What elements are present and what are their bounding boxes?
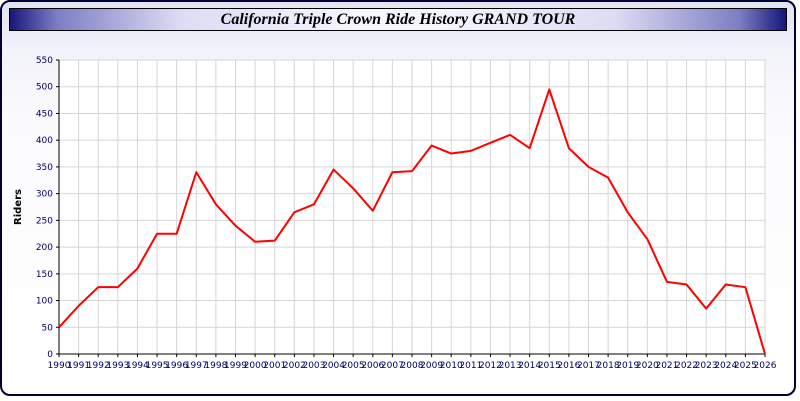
x-tick-label: 1994: [126, 361, 149, 371]
x-tick-label: 2005: [342, 361, 365, 371]
x-tick-label: 1990: [48, 361, 71, 371]
x-tick-label: 2018: [597, 361, 620, 371]
x-tick-label: 2008: [401, 361, 424, 371]
data-line: [58, 88, 766, 355]
chart-container: 1990 1991 1992 1993 1994 1995 1996 1997 1998 1999…: [8, 44, 796, 396]
page-title: California Triple Crown Ride History GRA…: [220, 10, 576, 28]
x-tick-label: 1998: [204, 361, 227, 371]
x-tick-label: 2007: [381, 361, 404, 371]
x-tick-label: 2010: [440, 361, 463, 371]
y-tick-label: 400: [36, 136, 53, 146]
x-tick-label: 2014: [518, 361, 541, 371]
y-tick-label: 0: [47, 350, 53, 360]
x-tick-label: 2016: [557, 361, 580, 371]
x-tick-label: 1993: [106, 361, 129, 371]
x-tick-label: 2024: [714, 361, 737, 371]
x-tick-label: 2022: [675, 361, 698, 371]
x-tick-label: 1996: [165, 361, 188, 371]
x-tick-label: 2021: [655, 361, 678, 371]
y-axis-title: Riders: [13, 189, 24, 225]
chart-svg: 1990199119921993199419951996199719981999…: [13, 56, 777, 371]
x-tick-label: 2013: [499, 361, 522, 371]
y-tick-label: 300: [36, 190, 53, 200]
x-tick-label: 1995: [146, 361, 169, 371]
x-tick-label: 1999: [224, 361, 247, 371]
x-tick-label: 2000: [244, 361, 267, 371]
y-tick-label: 450: [36, 109, 53, 119]
x-tick-label: 2003: [302, 361, 325, 371]
x-tick-label: 2009: [420, 361, 443, 371]
y-tick-label: 550: [36, 56, 53, 66]
x-tick-label: 2012: [479, 361, 502, 371]
x-tick-label: 2019: [616, 361, 639, 371]
y-tick-label: 50: [42, 323, 54, 333]
title-bar: California Triple Crown Ride History GRA…: [9, 8, 787, 31]
x-tick-label: 2002: [283, 361, 306, 371]
x-tick-label: 2023: [695, 361, 718, 371]
x-tick-label: 1991: [67, 361, 90, 371]
x-tick-label: 2026: [754, 361, 777, 371]
x-tick-label: 2004: [322, 361, 345, 371]
y-tick-label: 500: [36, 83, 53, 93]
x-tick-label: 1992: [87, 361, 110, 371]
y-tick-label: 100: [36, 297, 53, 307]
x-tick-label: 2020: [636, 361, 659, 371]
x-tick-label: 2017: [577, 361, 600, 371]
x-tick-label: 2006: [361, 361, 384, 371]
x-tick-label: 2011: [459, 361, 482, 371]
x-tick-label: 2025: [734, 361, 757, 371]
y-tick-label: 250: [36, 216, 53, 226]
y-tick-label: 150: [36, 270, 53, 280]
y-tick-label: 350: [36, 163, 53, 173]
y-tick-label: 200: [36, 243, 53, 253]
x-tick-label: 1997: [185, 361, 208, 371]
x-tick-label: 2001: [263, 361, 286, 371]
x-tick-label: 2015: [538, 361, 561, 371]
